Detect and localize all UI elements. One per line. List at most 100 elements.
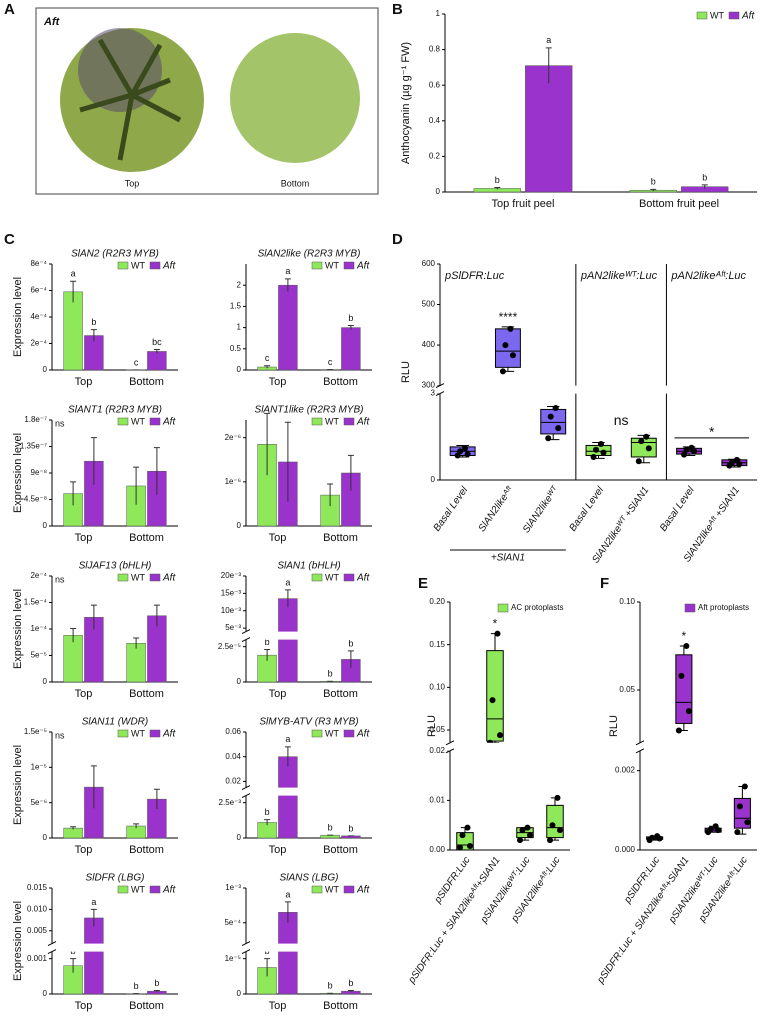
significance-letter: b [265,637,270,647]
significance-letter: b [348,978,353,988]
y-axis-label: Expression level [12,277,24,357]
axis-break [242,943,374,952]
error-bar [650,188,657,192]
bar [278,284,298,371]
error-bar [153,348,160,354]
y-tick-label: 0 [43,989,48,998]
error-bar [284,901,291,923]
data-point [459,832,466,839]
axis-break-mark [435,391,445,397]
y-tick-label: 0.2 [429,152,441,161]
y-tick-label: 0 [237,833,242,842]
error-bar [90,437,97,485]
significance-letter: b [348,823,353,833]
significance-letter: b [328,823,333,833]
x-tick-label: Bottom [129,532,164,544]
bar [341,327,361,371]
y-tick-label: 0.6 [429,80,441,89]
y-axis-label: RLU [608,715,620,737]
legend-swatch [311,885,323,894]
y-tick-label: 300 [422,381,436,390]
significance-letter: b [328,669,333,679]
legend-swatch [343,885,355,894]
panel-label: B [392,1,403,18]
y-tick-label: 0.20 [429,597,445,606]
legend-swatch [497,603,509,613]
significance-letter: b [154,978,159,988]
significance: * [682,629,687,643]
y-tick-label: 8e⁻⁴ [30,259,47,268]
data-point [654,833,661,840]
data-point [649,834,656,841]
y-axis-label: RLU [426,715,438,737]
chart-title: SlJAF13 (bHLH) [79,561,152,572]
y-tick-label: 5e⁻⁴ [224,918,241,927]
axis-break-mark [241,629,251,635]
legend-label: Aft [356,417,370,428]
photo-panel: A Aft Top Bottom [4,1,379,195]
error-bar [284,421,291,502]
error-bar [133,466,140,505]
data-point [464,451,471,458]
group-title: pAN2likeᴬᶠᵗ:Luc [670,270,746,282]
x-tick-label: Bottom fruit peel [639,198,719,210]
x-tick-label: Top [269,844,287,856]
data-point [590,453,597,460]
data-point [683,446,690,453]
legend-swatch [343,729,355,738]
data-point [509,352,516,359]
y-tick-label: 6e⁻⁴ [30,286,47,295]
y-tick-label: 0.010 [27,904,48,913]
significance-letter: b [651,177,656,187]
y-tick-label: 1 [436,9,441,18]
axis-break [242,787,374,796]
error-bar [90,329,97,342]
axis-break-mark [241,785,251,791]
significance-letter: b [134,981,139,991]
significance-letter: c [328,357,333,367]
significance-letter: b [91,317,96,327]
x-tick-label: Top [269,688,287,700]
legend-swatch [684,603,696,613]
whisker [456,444,469,458]
data-point [736,803,743,810]
x-tick-label: Bottom [129,688,164,700]
y-axis-label: Expression level [12,901,24,981]
error-bar [264,648,271,661]
x-tick-label: Top [75,376,93,388]
y-tick-label: 0.001 [27,954,48,963]
whisker [490,633,500,744]
y-tick-label: 0 [237,677,242,686]
chart-title: SlAN1 (bHLH) [277,561,340,572]
axis-break-mark [47,949,57,955]
error-bar [701,184,708,189]
x-tick-label: Bottom [323,376,358,388]
chart-title: SlANT1 (R2R3 MYB) [68,405,162,416]
y-axis-label: Expression level [12,589,24,669]
error-bar [70,826,77,830]
y-tick-label: 500 [422,300,436,309]
data-point [507,325,514,332]
whisker [550,797,560,841]
x-tick-label: Bottom [323,688,358,700]
significance-letter: b [328,981,333,991]
axis-break-mark [445,748,455,754]
significance: ns [614,412,629,428]
y-tick-label: 0.00 [429,845,445,854]
bar [63,291,83,371]
legend-swatch [117,573,129,582]
bar [147,351,167,371]
panel-label: A [4,1,15,18]
legend-label: Aft [162,729,176,740]
chart-title: SlAN2like (R2R3 MYB) [258,249,361,260]
error-bar [284,746,291,767]
y-tick-label: 1 [237,323,242,332]
y-tick-label: 0.5 [230,344,242,353]
x-tick-label: Top [75,532,93,544]
y-tick-label: 4e⁻⁴ [30,312,47,321]
data-point [545,435,552,442]
axis-break-mark [241,637,251,643]
significance-letter: a [91,897,96,907]
bar [278,756,298,839]
data-point [593,446,599,453]
